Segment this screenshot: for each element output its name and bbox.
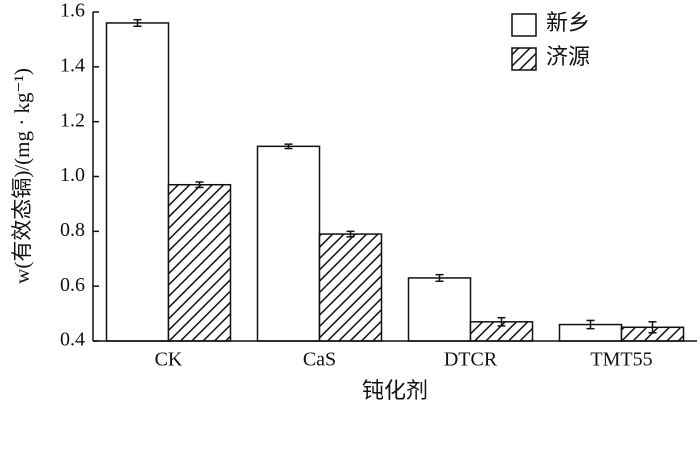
legend-swatch	[511, 13, 537, 37]
x-tick-label: CK	[155, 349, 183, 371]
x-tick-label: DTCR	[444, 349, 498, 371]
legend-label: 济源	[546, 44, 590, 69]
y-tick-label: 0.6	[60, 274, 85, 296]
bar	[318, 233, 383, 342]
bar	[407, 277, 472, 342]
error-bar	[497, 316, 506, 327]
legend-label: 新乡	[546, 10, 590, 35]
y-tick-label: 0.4	[60, 329, 85, 351]
error-bar	[648, 321, 657, 334]
y-tick-label: 1.6	[60, 0, 85, 22]
error-bar	[346, 230, 355, 238]
legend-swatch	[511, 47, 537, 71]
x-axis-label: 钝化剂	[362, 378, 428, 403]
error-bar	[284, 143, 293, 150]
bar	[105, 22, 170, 342]
x-tick-label: CaS	[303, 349, 336, 371]
y-tick-label: 1.0	[60, 164, 85, 186]
y-axis-label: w(有效态镉)/(mg · kg⁻¹)	[10, 68, 34, 284]
error-bar	[133, 18, 142, 28]
y-tick-label: 1.4	[60, 54, 85, 76]
bar	[167, 183, 232, 342]
y-tick-label: 1.2	[60, 109, 85, 131]
error-bar	[435, 273, 444, 282]
y-tick-label: 0.8	[60, 219, 85, 241]
error-bar	[586, 319, 595, 330]
error-bar	[195, 181, 204, 189]
bar	[256, 145, 321, 342]
x-tick-label: TMT55	[590, 349, 652, 371]
